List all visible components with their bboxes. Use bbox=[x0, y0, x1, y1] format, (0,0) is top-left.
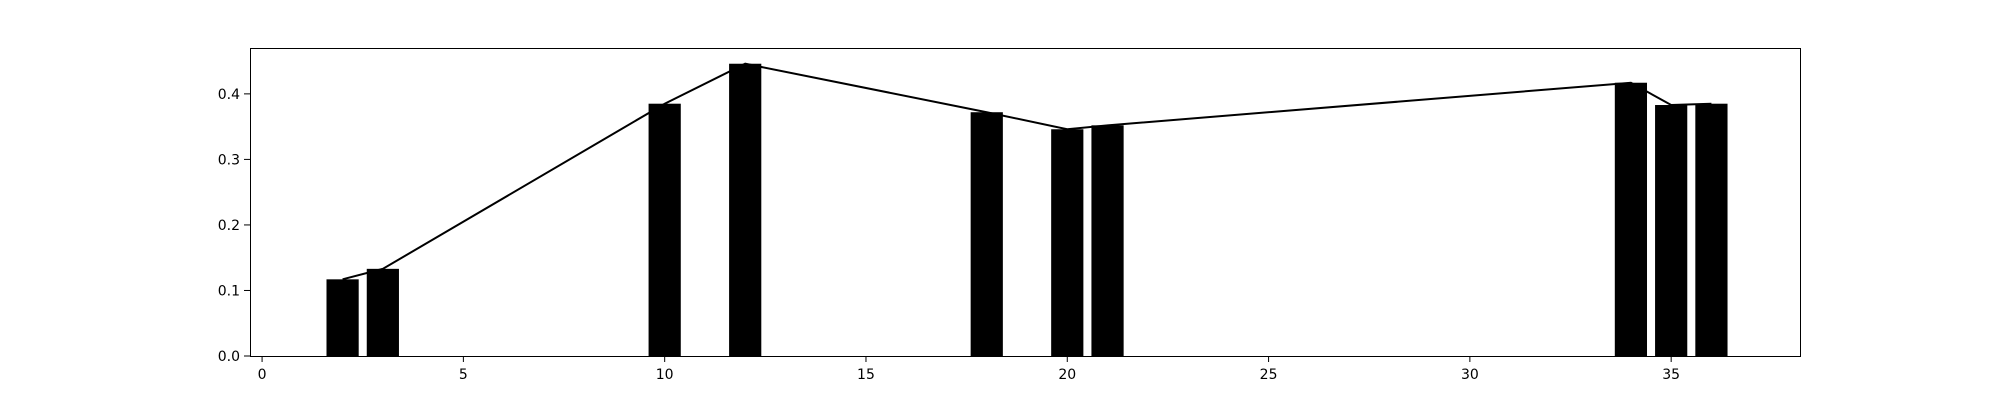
x-tick-label: 25 bbox=[1260, 367, 1278, 383]
x-axis: 0 5 10 15 20 25 30 35 bbox=[258, 356, 1680, 383]
bar bbox=[729, 63, 762, 356]
bar bbox=[970, 112, 1003, 356]
x-tick-label: 20 bbox=[1058, 367, 1076, 383]
x-tick-label: 0 bbox=[258, 367, 267, 383]
bars-group bbox=[326, 63, 1728, 357]
bar bbox=[1051, 129, 1084, 356]
y-tick-label: 0.0 bbox=[218, 349, 240, 365]
x-tick-label: 30 bbox=[1461, 367, 1479, 383]
bar bbox=[1655, 105, 1688, 357]
x-tick-label: 5 bbox=[459, 367, 468, 383]
bar bbox=[1695, 103, 1728, 357]
bar bbox=[1091, 125, 1124, 356]
y-tick-label: 0.3 bbox=[218, 152, 240, 168]
x-tick-label: 15 bbox=[857, 367, 875, 383]
bar bbox=[1614, 82, 1648, 356]
x-tick-label: 10 bbox=[656, 367, 674, 383]
series-line bbox=[342, 62, 1712, 281]
plot-area-frame bbox=[250, 48, 1801, 357]
x-tick-label: 35 bbox=[1662, 367, 1680, 383]
bar bbox=[326, 279, 359, 356]
y-tick-label: 0.2 bbox=[218, 218, 240, 234]
bar bbox=[648, 103, 681, 357]
y-tick-label: 0.4 bbox=[218, 87, 240, 103]
y-tick-label: 0.1 bbox=[218, 283, 240, 299]
bar bbox=[366, 268, 399, 356]
line-group bbox=[342, 62, 1712, 281]
y-axis: 0.0 0.1 0.2 0.3 0.4 bbox=[218, 87, 250, 365]
